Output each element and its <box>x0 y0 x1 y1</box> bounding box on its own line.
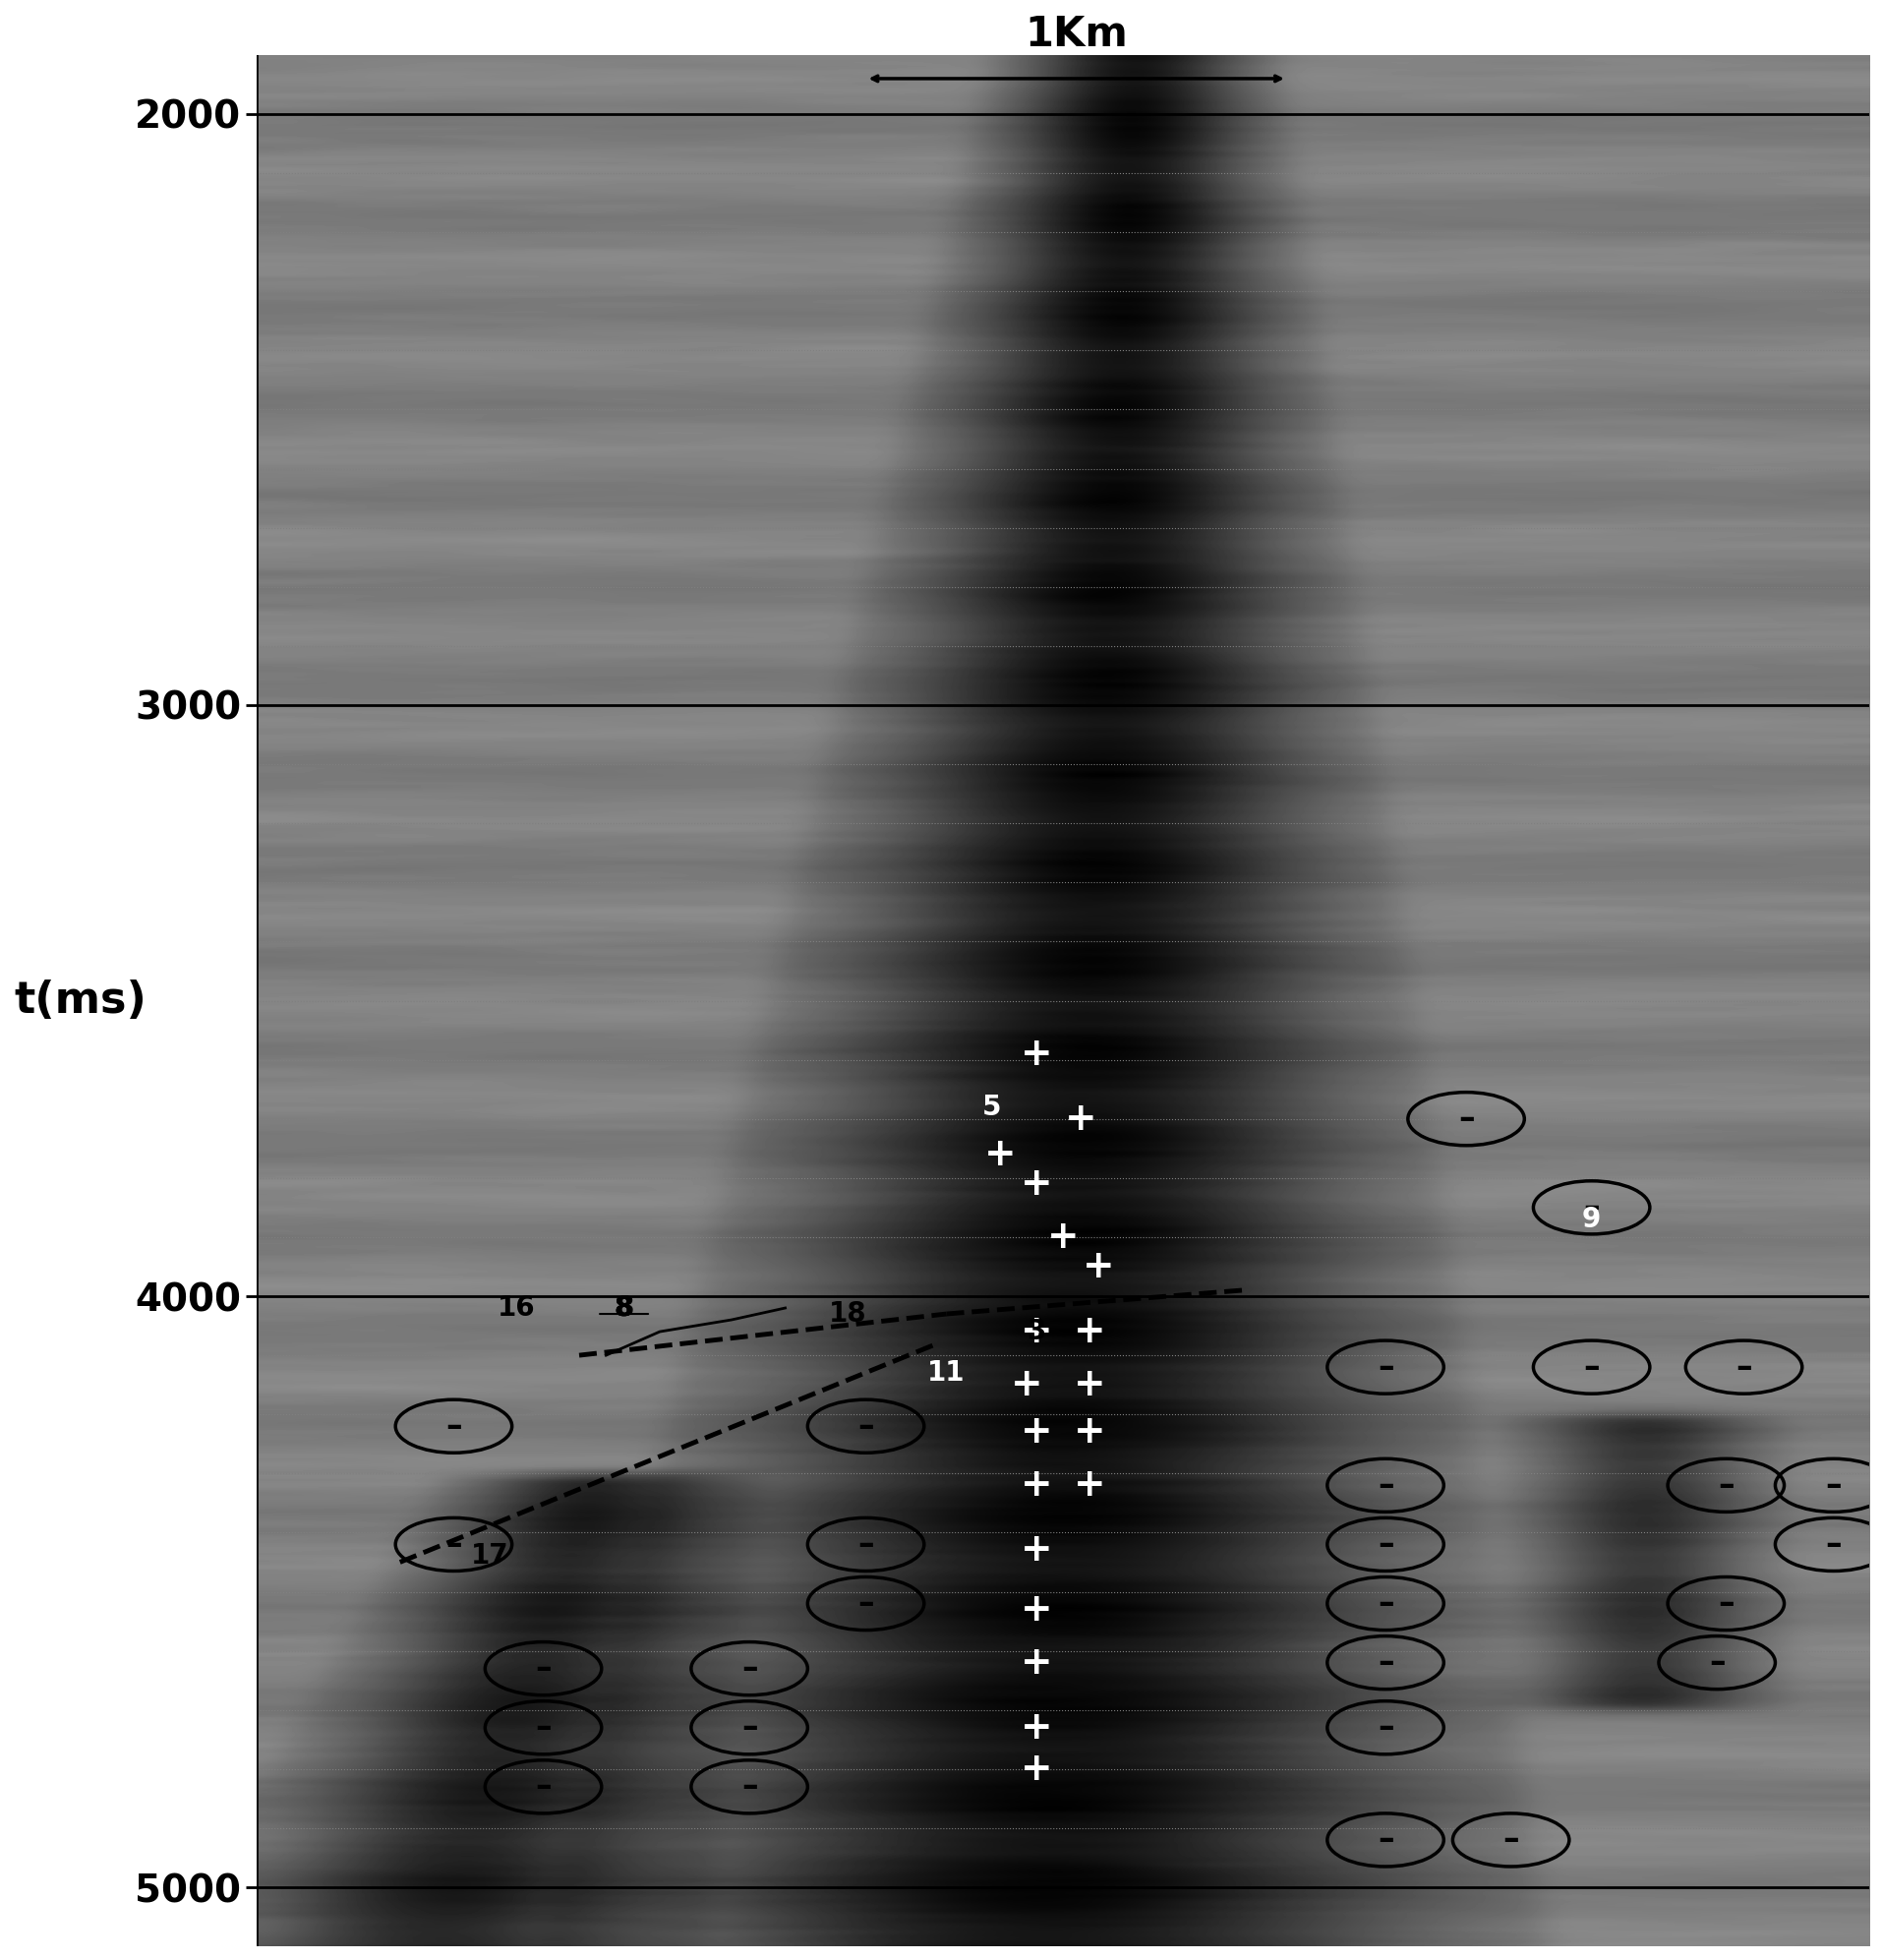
Text: –: – <box>1376 1588 1393 1619</box>
Text: 3: 3 <box>1026 1317 1045 1345</box>
Text: –: – <box>1376 1823 1393 1856</box>
Text: –: – <box>446 1529 461 1560</box>
Text: 18: 18 <box>828 1299 866 1327</box>
Text: –: – <box>742 1711 757 1744</box>
Text: –: – <box>1457 1103 1474 1135</box>
Text: +: + <box>1011 1366 1043 1403</box>
Text: –: – <box>856 1588 873 1619</box>
Text: +: + <box>1020 1644 1052 1682</box>
Text: +: + <box>1020 1164 1052 1203</box>
Text: +: + <box>1020 1413 1052 1450</box>
Text: –: – <box>1583 1192 1600 1223</box>
Text: –: – <box>742 1770 757 1803</box>
Text: –: – <box>1716 1470 1733 1501</box>
Text: +: + <box>1020 1466 1052 1503</box>
Text: 8: 8 <box>614 1294 632 1321</box>
Text: –: – <box>1376 1529 1393 1560</box>
Text: –: – <box>1376 1711 1393 1744</box>
Text: +: + <box>1073 1413 1105 1450</box>
Text: –: – <box>534 1652 551 1686</box>
Text: –: – <box>1376 1350 1393 1384</box>
Text: –: – <box>1824 1470 1841 1501</box>
Text: 16: 16 <box>497 1294 534 1321</box>
Text: –: – <box>1709 1646 1724 1680</box>
Text: 11: 11 <box>928 1358 965 1388</box>
Text: +: + <box>1020 1035 1052 1072</box>
Text: –: – <box>1735 1350 1750 1384</box>
Text: +: + <box>1073 1313 1105 1350</box>
Text: +: + <box>1065 1100 1097 1137</box>
Text: +: + <box>1020 1750 1052 1788</box>
Text: –: – <box>1716 1588 1733 1619</box>
Text: –: – <box>1502 1823 1519 1856</box>
Text: –: – <box>1824 1529 1841 1560</box>
Text: 17: 17 <box>470 1543 508 1570</box>
Text: +: + <box>1020 1531 1052 1570</box>
Text: 8: 8 <box>614 1294 632 1321</box>
Text: –: – <box>1583 1350 1600 1384</box>
Text: +: + <box>1073 1366 1105 1403</box>
Text: +: + <box>1020 1313 1052 1350</box>
Text: –: – <box>534 1770 551 1803</box>
Text: +: + <box>1082 1249 1114 1286</box>
Text: +: + <box>984 1135 1016 1172</box>
Text: –: – <box>1376 1646 1393 1680</box>
Text: 1Km: 1Km <box>1024 14 1127 55</box>
Text: +: + <box>1020 1592 1052 1629</box>
Text: –: – <box>856 1529 873 1560</box>
Text: –: – <box>534 1711 551 1744</box>
Text: 9: 9 <box>1581 1205 1600 1233</box>
Text: 5: 5 <box>981 1094 1001 1121</box>
Y-axis label: t(ms): t(ms) <box>13 980 147 1021</box>
Text: +: + <box>1046 1219 1078 1256</box>
Text: –: – <box>742 1652 757 1686</box>
Text: –: – <box>1376 1470 1393 1501</box>
Text: +: + <box>1073 1466 1105 1503</box>
Text: +: + <box>1020 1709 1052 1746</box>
Text: –: – <box>856 1409 873 1443</box>
Text: –: – <box>446 1409 461 1443</box>
